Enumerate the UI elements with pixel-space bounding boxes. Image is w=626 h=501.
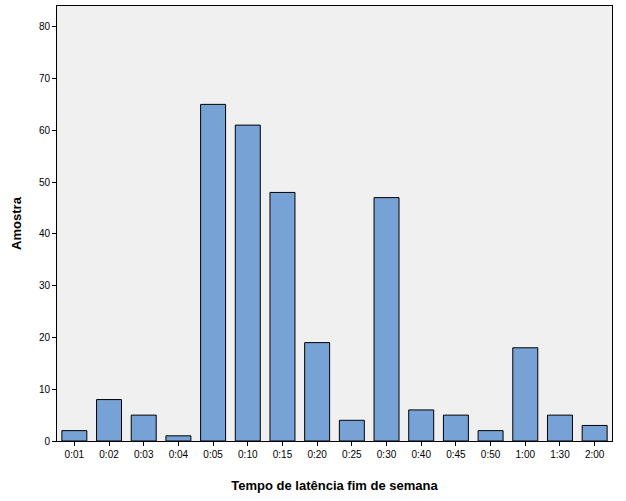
svg-text:0:03: 0:03 bbox=[134, 449, 154, 460]
svg-text:0:01: 0:01 bbox=[65, 449, 85, 460]
svg-text:20: 20 bbox=[39, 332, 51, 343]
svg-text:0:20: 0:20 bbox=[307, 449, 327, 460]
svg-text:80: 80 bbox=[39, 21, 51, 32]
svg-text:1:00: 1:00 bbox=[516, 449, 536, 460]
svg-text:0:25: 0:25 bbox=[342, 449, 362, 460]
svg-text:60: 60 bbox=[39, 125, 51, 136]
svg-text:40: 40 bbox=[39, 228, 51, 239]
svg-text:0:45: 0:45 bbox=[446, 449, 466, 460]
svg-text:10: 10 bbox=[39, 384, 51, 395]
svg-text:0: 0 bbox=[44, 436, 50, 447]
svg-text:50: 50 bbox=[39, 177, 51, 188]
svg-text:2:00: 2:00 bbox=[585, 449, 605, 460]
svg-text:0:04: 0:04 bbox=[169, 449, 189, 460]
svg-text:0:50: 0:50 bbox=[481, 449, 501, 460]
svg-text:Amostra: Amostra bbox=[9, 196, 24, 250]
svg-text:30: 30 bbox=[39, 280, 51, 291]
svg-text:0:02: 0:02 bbox=[99, 449, 119, 460]
svg-text:0:10: 0:10 bbox=[238, 449, 258, 460]
svg-text:70: 70 bbox=[39, 73, 51, 84]
svg-text:0:05: 0:05 bbox=[203, 449, 223, 460]
svg-text:0:40: 0:40 bbox=[411, 449, 431, 460]
svg-text:0:15: 0:15 bbox=[273, 449, 293, 460]
svg-text:0:30: 0:30 bbox=[377, 449, 397, 460]
svg-text:1:30: 1:30 bbox=[550, 449, 570, 460]
svg-text:Tempo de latência fim de seman: Tempo de latência fim de semana bbox=[231, 478, 438, 493]
